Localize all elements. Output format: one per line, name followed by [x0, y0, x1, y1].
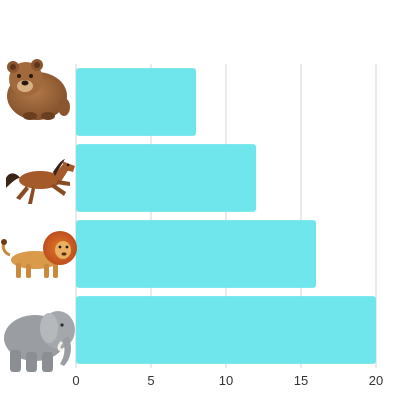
x-axis-ticks: 0 5 10 15 20 — [72, 373, 383, 388]
x-tick-label: 10 — [219, 373, 233, 388]
x-tick-label: 15 — [294, 373, 308, 388]
x-tick-label: 5 — [147, 373, 154, 388]
bar-lion — [76, 220, 316, 288]
horse-icon — [6, 159, 75, 204]
bars — [76, 68, 376, 364]
bar-bear — [76, 68, 196, 136]
elephant-icon — [4, 311, 75, 372]
bar-elephant — [76, 296, 376, 364]
bear-icon — [7, 59, 70, 120]
x-tick-label: 20 — [369, 373, 383, 388]
lion-icon — [1, 231, 77, 278]
x-tick-label: 0 — [72, 373, 79, 388]
bar-horse — [76, 144, 256, 212]
